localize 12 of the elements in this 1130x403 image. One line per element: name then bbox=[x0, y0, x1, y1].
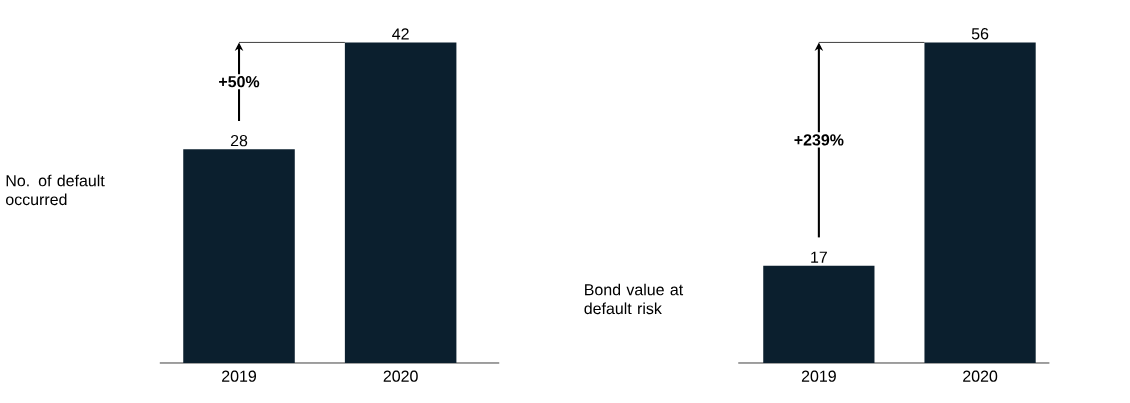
x-tick-label: 2020 bbox=[963, 370, 998, 383]
y-axis-title: Bond value at default risk bbox=[584, 283, 684, 315]
data-label: 56 bbox=[971, 28, 989, 40]
data-label: 42 bbox=[392, 28, 409, 40]
x-tick-label: 2020 bbox=[383, 370, 418, 383]
x-tick-label: 2019 bbox=[222, 370, 257, 383]
annotation: +239% bbox=[794, 134, 844, 146]
y-axis-title: No. of default occurred bbox=[6, 174, 105, 206]
x-tick-label: 2019 bbox=[801, 370, 836, 383]
data-label: 17 bbox=[811, 251, 827, 263]
data-label: 28 bbox=[230, 135, 248, 147]
annotation: +50% bbox=[219, 76, 260, 88]
